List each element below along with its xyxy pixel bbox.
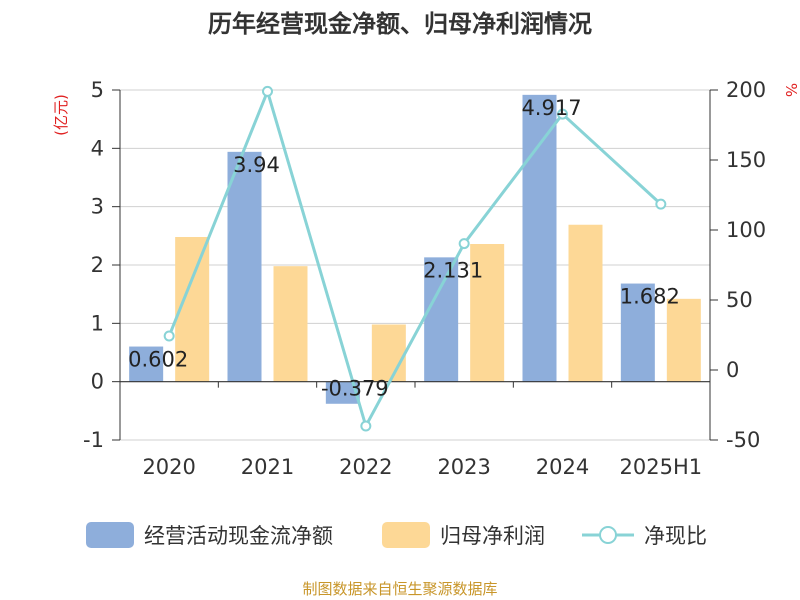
net-profit-bar (470, 244, 505, 382)
x-axis-tick-label: 2025H1 (620, 455, 703, 479)
legend-item-net-profit[interactable]: 归母净利润 (382, 522, 545, 548)
cash-ratio-line (167, 86, 662, 430)
cash-ratio-point (163, 330, 175, 342)
x-axis-tick-label: 2024 (536, 455, 589, 479)
left-axis-tick-label: 4 (91, 136, 104, 160)
bar-data-label: -0.379 (321, 377, 389, 401)
line-series (163, 85, 667, 432)
legend-label: 归母净利润 (440, 524, 545, 548)
right-axis-tick-label: 50 (726, 288, 753, 312)
cashflow-bar (620, 283, 655, 382)
legend-label: 经营活动现金流净额 (144, 524, 333, 548)
legend-label: 净现比 (644, 524, 707, 548)
cashflow-bar (325, 381, 360, 404)
legend-marker (599, 526, 617, 544)
left-axis-tick-label: -1 (83, 428, 104, 452)
left-axis-tick-label: 5 (91, 78, 104, 102)
x-axis-tick-label: 2023 (437, 455, 490, 479)
cash-ratio-point (458, 238, 470, 250)
cashflow-bar (522, 94, 557, 382)
legend-swatch (86, 522, 134, 548)
cash-ratio-point (262, 85, 273, 97)
right-axis-tick-label: 0 (726, 358, 739, 382)
source-note: 制图数据来自恒生聚源数据库 (302, 580, 497, 598)
right-axis-tick-label: -50 (726, 428, 760, 452)
net-profit-bar (273, 266, 308, 382)
bar-data-label: 4.917 (521, 96, 581, 120)
legend-item-cash-ratio[interactable]: 净现比 (582, 524, 707, 548)
bar-data-label: 0.602 (128, 348, 188, 372)
cash-ratio-point (557, 108, 568, 120)
data-labels: 0.602 3.94 -0.379 2.131 4.917 1.682 (128, 96, 680, 401)
left-axis-tick-label: 0 (91, 370, 104, 394)
left-axis-tick-label: 1 (91, 311, 104, 335)
cash-ratio-point (655, 198, 667, 210)
x-axis-tick-label: 2021 (241, 455, 294, 479)
axes: 5 4 3 2 1 0 -1 200 150 100 50 0 -50 2020 2021 2022 2023 2… (83, 78, 766, 479)
bar-data-label: 3.94 (233, 153, 280, 177)
x-axis-tick-label: 2022 (339, 455, 392, 479)
cashflow-bar (424, 257, 459, 382)
cash-ratio-point (360, 420, 372, 432)
left-axis-tick-label: 3 (91, 195, 104, 219)
bar-series (129, 94, 701, 404)
legend-swatch (382, 522, 430, 548)
bar-data-label: 2.131 (423, 258, 483, 282)
cashflow-bar (227, 151, 262, 382)
right-axis-tick-label: 200 (726, 78, 766, 102)
bar-data-label: 1.682 (620, 285, 680, 309)
cashflow-bar (129, 346, 164, 382)
x-axis-tick-label: 2020 (142, 455, 195, 479)
legend: 经营活动现金流净额 归母净利润 净现比 (86, 522, 707, 548)
net-profit-bar (371, 324, 406, 382)
grid-lines (120, 89, 710, 441)
right-axis-tick-label: 150 (726, 148, 766, 172)
left-axis-unit: (亿元) (52, 94, 70, 136)
left-axis-tick-label: 2 (91, 253, 104, 277)
chart-title: 历年经营现金净额、归母净利润情况 (208, 10, 592, 38)
right-axis-unit: % (782, 83, 800, 97)
net-profit-bar (568, 224, 603, 382)
legend-item-cashflow[interactable]: 经营活动现金流净额 (86, 522, 333, 548)
right-axis-tick-label: 100 (726, 218, 766, 242)
net-profit-bar (666, 298, 701, 382)
